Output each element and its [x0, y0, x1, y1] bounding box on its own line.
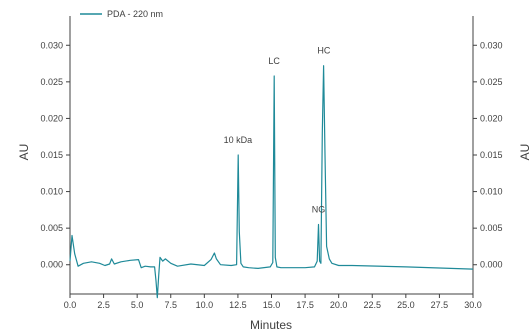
y-tick-label-right: 0.010 [480, 187, 503, 197]
y-tick-label-left: 0.000 [40, 260, 63, 270]
peak-label: HC [317, 46, 330, 56]
y-tick-label-right: 0.000 [480, 260, 503, 270]
x-tick-label: 5.0 [131, 300, 144, 310]
x-tick-label: 25.0 [397, 300, 415, 310]
x-tick-label: 22.5 [363, 300, 381, 310]
x-tick-label: 15.0 [263, 300, 281, 310]
x-tick-label: 30.0 [464, 300, 482, 310]
peak-label: LC [268, 56, 280, 66]
peak-label: 10 kDa [224, 135, 253, 145]
x-tick-label: 17.5 [296, 300, 314, 310]
y-axis-title-right: AU [518, 144, 529, 161]
y-tick-label-left: 0.025 [40, 77, 63, 87]
peak-annotations: 10 kDa LC NG HC [224, 46, 331, 215]
x-ticks: 0.0 2.5 5.0 7.5 10.0 12.5 15.0 17.5 20.0 22.5 25.0… [64, 294, 482, 310]
y-tick-label-right: 0.015 [480, 150, 503, 160]
y-tick-label-left: 0.020 [40, 113, 63, 123]
x-axis-title: Minutes [250, 318, 292, 332]
peak-label: NG [312, 205, 326, 215]
y-tick-label-right: 0.020 [480, 113, 503, 123]
y-ticks-left: 0.000 0.005 0.010 0.015 0.020 0.025 0.030 [40, 40, 70, 270]
y-tick-label-right: 0.030 [480, 40, 503, 50]
y-tick-label-left: 0.015 [40, 150, 63, 160]
y-axis-title-left: AU [17, 144, 31, 161]
x-tick-label: 2.5 [97, 300, 110, 310]
legend-label: PDA - 220 nm [107, 9, 163, 19]
legend: PDA - 220 nm [80, 9, 163, 19]
y-tick-label-left: 0.030 [40, 40, 63, 50]
y-tick-label-left: 0.010 [40, 187, 63, 197]
y-tick-label-left: 0.005 [40, 223, 63, 233]
x-tick-label: 20.0 [330, 300, 348, 310]
x-tick-label: 0.0 [64, 300, 77, 310]
x-tick-label: 12.5 [229, 300, 247, 310]
x-tick-label: 10.0 [196, 300, 214, 310]
x-tick-label: 7.5 [164, 300, 177, 310]
series-line-pda-220nm [69, 65, 474, 299]
y-tick-label-right: 0.005 [480, 223, 503, 233]
y-ticks-right: 0.000 0.005 0.010 0.015 0.020 0.025 0.030 [473, 40, 503, 270]
x-tick-label: 27.5 [431, 300, 449, 310]
y-tick-label-right: 0.025 [480, 77, 503, 87]
